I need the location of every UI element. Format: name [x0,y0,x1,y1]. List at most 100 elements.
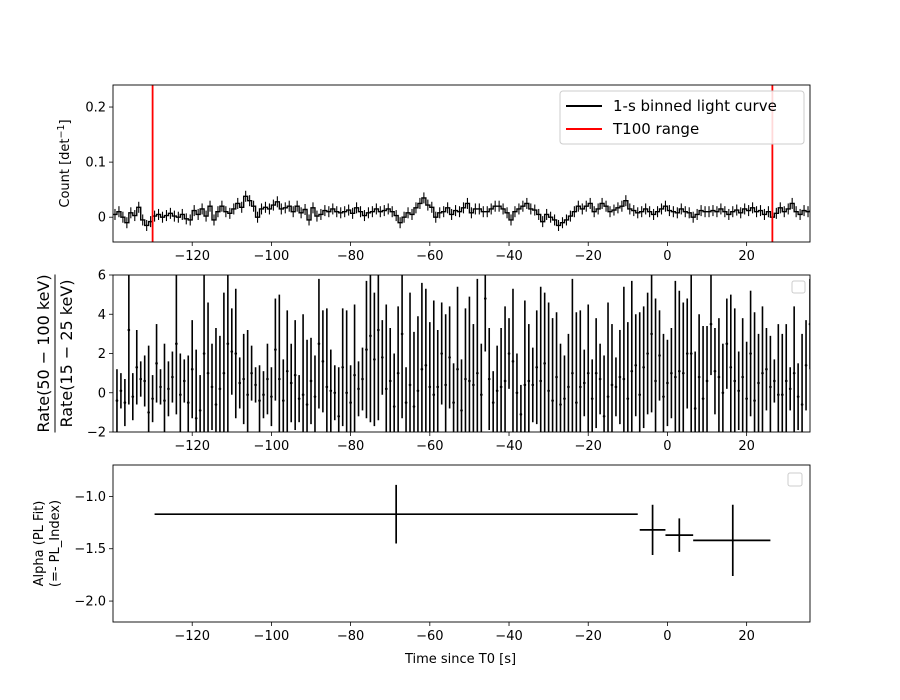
hardness-point [472,383,475,387]
hardness-point [285,369,289,373]
hardness-point [896,372,899,375]
hardness-point [737,389,741,393]
panel-light-curve-frame [112,84,811,243]
hardness-point [658,354,661,357]
hardness-point [483,297,487,300]
hardness-point [499,385,503,389]
hardness-point [650,332,653,336]
hardness-point [202,352,206,355]
hardness-point [432,393,436,397]
hardness-point [511,360,515,363]
hardness-point [440,352,443,355]
hardness-point [147,411,150,414]
hardness-point [301,393,305,397]
hardness-point [309,379,313,383]
hardness-point [337,415,341,418]
x-tick-label: −80 [337,249,364,264]
y-tick-label: −2 [87,426,106,441]
hardness-point [804,363,808,367]
x-tick-label: −120 [174,629,210,644]
x-tick-label: 0 [663,439,671,454]
x-tick-label: −100 [254,439,290,454]
hardness-point [329,389,333,393]
hardness-point [341,365,344,369]
hardness-point [297,397,301,400]
hardness-point [784,379,788,383]
hardness-point [194,416,198,420]
hardness-point [365,348,368,351]
hardness-point [777,393,780,397]
hardness-point [388,379,392,383]
hardness-point [246,393,249,397]
hardness-point [163,399,166,402]
hardness-point [155,362,158,365]
y-tick-label: 2 [98,347,106,362]
hardness-point [159,385,162,389]
x-tick-label: 20 [738,629,755,644]
hardness-point [186,401,190,404]
hardness-point [420,367,424,371]
x-tick-label: −20 [575,439,602,454]
hardness-point [598,377,602,381]
hardness-point [222,371,226,375]
x-tick-label: −120 [174,249,210,264]
hardness-point [179,393,182,397]
hardness-point [190,367,194,371]
hardness-point [753,399,756,402]
hardness-point [606,395,610,398]
hardness-point [404,401,408,404]
light-curve-legend: 1-s binned light curve T100 range [559,90,805,145]
y-tick-label: 0 [98,211,106,226]
light-curve-y-axis-label: Count [det−1] [56,119,73,207]
hardness-point [860,380,863,383]
hardness-point [713,369,717,373]
hardness-point [773,379,776,383]
hardness-point [258,399,261,402]
hardness-point [856,323,859,326]
hardness-point [618,375,622,379]
hardness-point [670,371,673,375]
hardness-point [681,371,685,375]
hardness-point [813,358,816,361]
hardness-point [127,328,131,332]
x-tick-label: 20 [738,439,755,454]
hardness-point [495,389,499,393]
hardness-point [868,366,871,369]
hardness-point [729,365,733,369]
hardness-point [832,370,835,373]
hardness-point [852,368,855,371]
light-curve-series [113,190,810,231]
hardness-point [313,395,317,398]
hardness-point [115,399,119,402]
x-tick-label: −100 [254,249,290,264]
hardness-point [685,352,689,355]
hardness-point [274,348,277,351]
hardness-point [250,371,253,375]
hardness-point [262,393,265,397]
hardness-point [380,356,384,359]
hardness-point [448,356,451,359]
hardness-ratio-series [115,275,899,432]
hardness-point [848,374,851,377]
hardness-point [825,384,828,387]
hardness-point [697,375,701,379]
hardness-point [210,385,214,389]
panel-photon-index-frame [112,464,811,623]
hardness-point [289,381,293,385]
hardness-point [531,383,535,387]
hardness-point [749,352,752,355]
hardness-point [547,389,550,393]
hardness-point [567,385,570,389]
hardness-point [214,403,218,406]
hardness-point [452,401,455,404]
hardness-point [559,403,562,406]
hardness-point [234,352,238,355]
hardness-point [602,415,606,418]
hardness-point [761,371,764,375]
alpha-series [154,484,771,576]
x-tick-label: −60 [416,629,443,644]
hardness-point [369,334,372,338]
hardness-point [555,375,558,379]
hardness-point [131,395,135,398]
y-tick-label: 4 [98,308,106,323]
